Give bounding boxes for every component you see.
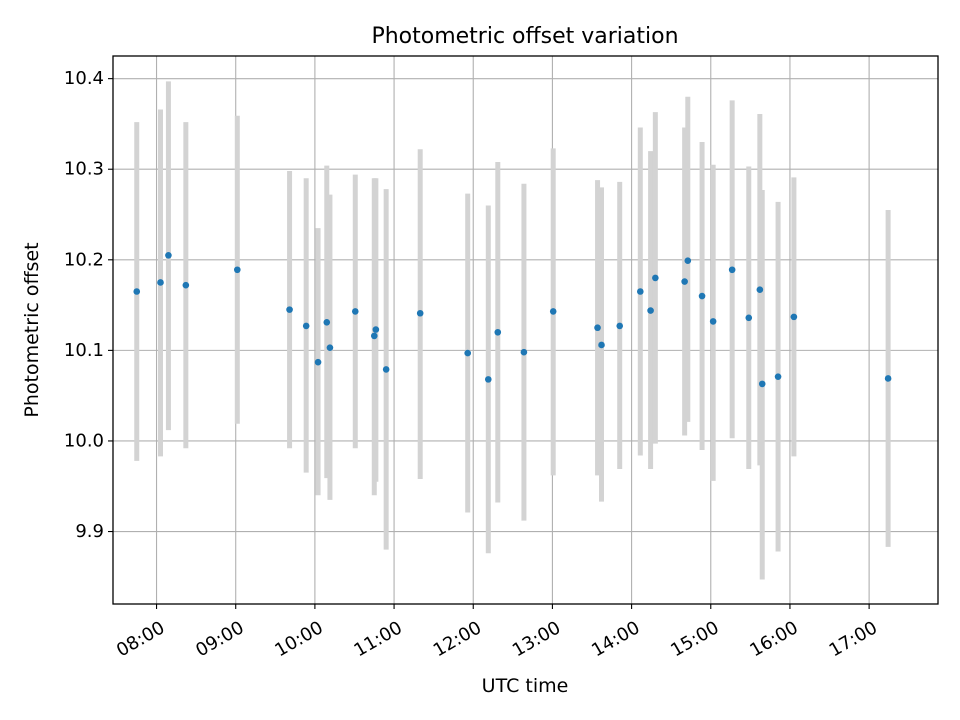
data-point xyxy=(698,292,706,300)
x-tick-label: 15:00 xyxy=(667,617,722,661)
data-point xyxy=(598,341,605,349)
data-point xyxy=(133,288,141,295)
data-point xyxy=(302,322,310,330)
data-point xyxy=(637,288,644,295)
x-tick-label: 08:00 xyxy=(113,617,168,661)
data-point xyxy=(326,344,334,351)
y-tick-label: 10.0 xyxy=(64,430,104,451)
data-point xyxy=(182,281,190,289)
data-point xyxy=(464,349,472,357)
data-point xyxy=(616,322,624,330)
y-axis-label: Photometric offset xyxy=(21,242,43,417)
data-point xyxy=(684,257,692,265)
y-tick-label: 10.3 xyxy=(64,159,104,180)
data-point xyxy=(884,375,892,382)
data-point xyxy=(594,324,601,332)
y-tick-label: 9.9 xyxy=(75,521,104,542)
data-point xyxy=(314,358,322,366)
data-point xyxy=(370,332,378,340)
y-axis-ticks: 9.9 10.0 10.1 10.2 10.3 10.4 xyxy=(64,68,113,542)
x-tick-label: 14:00 xyxy=(588,617,643,661)
data-point xyxy=(709,318,717,325)
data-point xyxy=(758,380,766,388)
data-point xyxy=(790,313,798,321)
data-point xyxy=(416,309,424,317)
data-point xyxy=(647,307,654,314)
data-point xyxy=(745,314,753,322)
data-point xyxy=(549,308,557,315)
data-point xyxy=(681,278,688,285)
plot-frame xyxy=(112,55,939,605)
x-axis-ticks: 08:00 09:00 10:00 11:00 12:00 13:00 14:00 15:00… xyxy=(113,604,881,661)
data-point xyxy=(165,251,172,259)
x-tick-label: 13:00 xyxy=(509,617,564,661)
x-tick-label: 11:00 xyxy=(351,617,406,661)
data-point xyxy=(494,328,502,336)
data-point xyxy=(351,308,359,315)
y-tick-label: 10.2 xyxy=(64,249,104,270)
data-point xyxy=(484,376,492,383)
chart-title: Photometric offset variation xyxy=(371,24,678,49)
x-tick-label: 16:00 xyxy=(746,617,801,661)
data-point xyxy=(756,286,764,293)
data-point xyxy=(652,274,659,282)
data-points xyxy=(133,251,892,388)
data-point xyxy=(323,319,331,326)
x-tick-label: 17:00 xyxy=(826,617,881,661)
x-axis-label: UTC time xyxy=(482,675,569,697)
data-point xyxy=(520,348,528,356)
x-tick-label: 09:00 xyxy=(192,617,247,661)
data-point xyxy=(372,326,380,333)
x-tick-label: 10:00 xyxy=(271,617,326,661)
data-point xyxy=(286,306,293,313)
data-point xyxy=(774,373,782,380)
error-bars xyxy=(134,81,891,580)
y-tick-label: 10.1 xyxy=(64,340,104,361)
data-point xyxy=(157,279,164,286)
x-tick-label: 12:00 xyxy=(430,617,485,661)
data-point xyxy=(382,366,390,373)
data-point xyxy=(728,266,736,274)
y-tick-label: 10.4 xyxy=(64,68,104,89)
data-point xyxy=(234,266,241,274)
